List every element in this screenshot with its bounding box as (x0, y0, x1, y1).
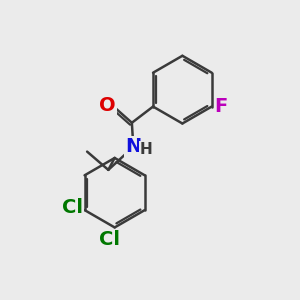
Text: F: F (214, 97, 228, 116)
Text: Cl: Cl (62, 198, 83, 217)
Text: Cl: Cl (99, 230, 120, 249)
Text: O: O (99, 96, 116, 115)
Text: H: H (139, 142, 152, 157)
Text: N: N (125, 137, 142, 156)
